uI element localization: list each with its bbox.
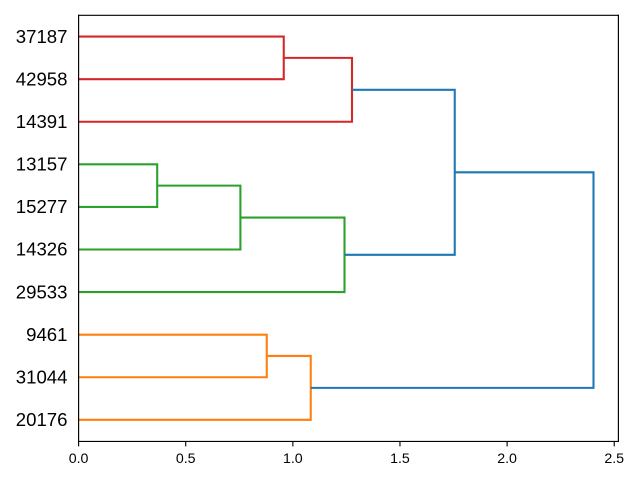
svg-text:42958: 42958 [16,68,68,89]
svg-text:0.5: 0.5 [176,451,196,467]
svg-text:1.0: 1.0 [283,451,303,467]
svg-text:29533: 29533 [16,281,68,302]
svg-text:14391: 14391 [16,111,68,132]
svg-text:14326: 14326 [16,239,68,260]
svg-text:20176: 20176 [16,409,68,430]
svg-text:13157: 13157 [16,154,68,175]
svg-text:9461: 9461 [26,324,67,345]
svg-text:1.5: 1.5 [390,451,410,467]
svg-text:2.0: 2.0 [497,451,517,467]
svg-text:2.5: 2.5 [604,451,624,467]
svg-text:37187: 37187 [16,26,68,47]
svg-text:31044: 31044 [16,366,68,387]
svg-text:15277: 15277 [16,196,68,217]
svg-text:0.0: 0.0 [69,451,89,467]
